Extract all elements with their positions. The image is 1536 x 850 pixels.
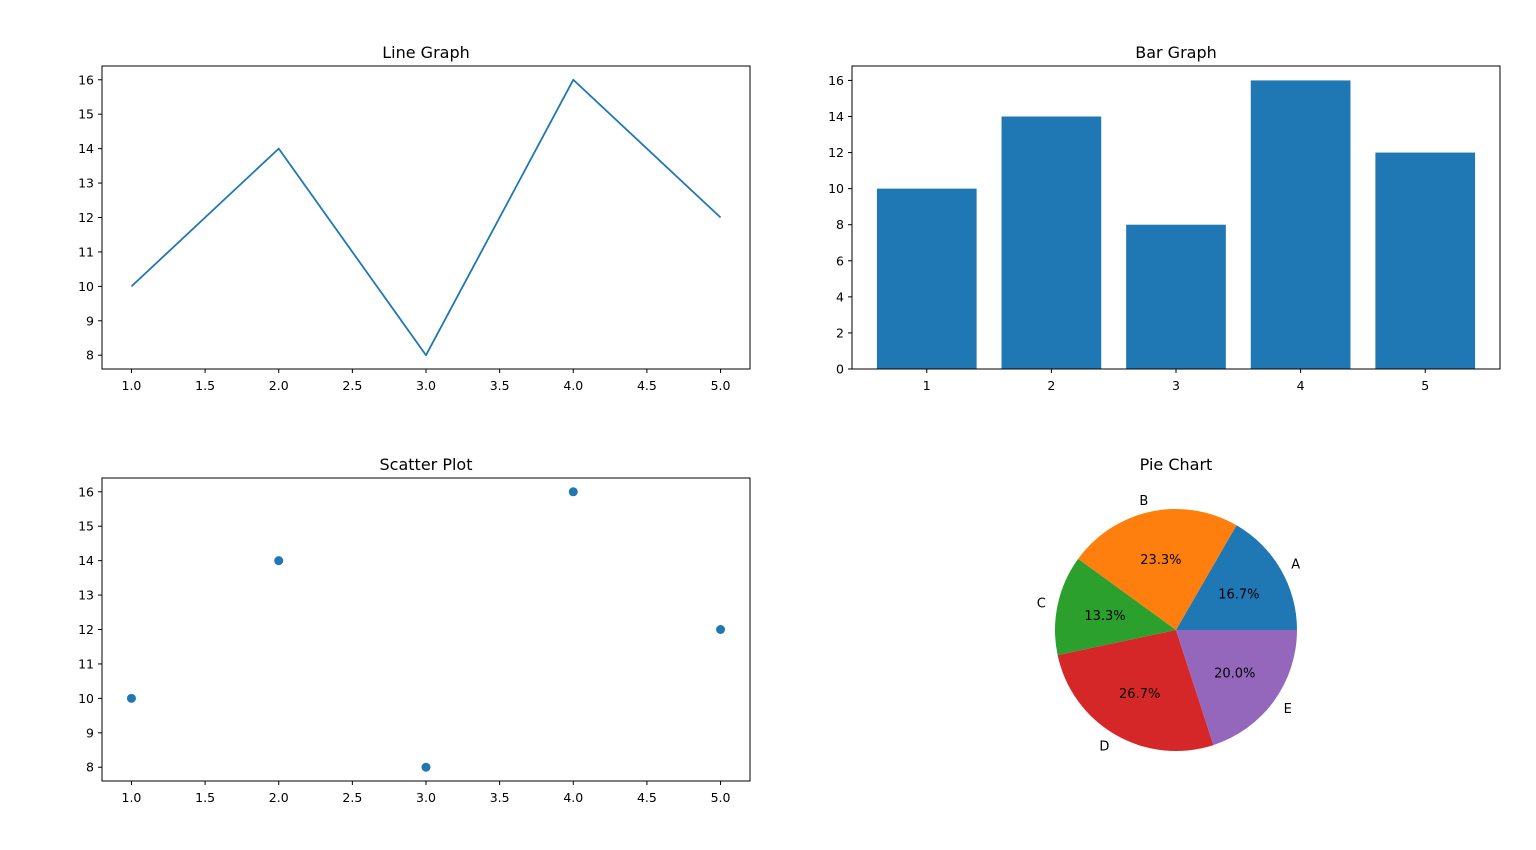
bar-graph-ytick-label: 0: [836, 362, 844, 377]
pie-chart-body: A 16.7% B 23.3% C 13.3% D 26.7% E 20.0%: [1037, 494, 1301, 754]
line-graph-ytick-label: 16: [78, 72, 94, 87]
line-graph-ytick-label: 15: [78, 107, 94, 122]
scatter-plot-ytick-label: 13: [78, 588, 94, 603]
pie-slice-a: [1176, 525, 1297, 630]
pie-slice-d: [1057, 630, 1214, 751]
scatter-plot-xtick-label: 5.0: [711, 790, 731, 805]
line-graph-ytick-label: 10: [78, 279, 94, 294]
bar-graph-bar: [1375, 152, 1476, 369]
bar-graph-xtick-label: 4: [1297, 378, 1305, 393]
scatter-plot-xtick-label: 3.0: [416, 790, 436, 805]
scatter-plot-xtick-label: 1.5: [195, 790, 215, 805]
scatter-plot-ytick-label: 11: [78, 656, 94, 671]
bar-graph-title: Bar Graph: [1135, 43, 1217, 62]
scatter-plot-point: [716, 625, 726, 634]
bar-graph-ytick-label: 12: [828, 145, 844, 160]
pie-label: E: [1284, 702, 1292, 717]
line-graph-axes: 1.0 1.5 2.0 2.5 3.0 3.5 4.0 4.5 5.0 8 9 10 11 12 13 14 1…: [78, 65, 751, 393]
scatter-plot-frame: [101, 477, 751, 782]
line-graph-xtick-label: 2.0: [269, 378, 289, 393]
pie-label: A: [1291, 557, 1300, 572]
scatter-plot-point: [421, 762, 431, 772]
line-graph-ytick-label: 11: [78, 244, 94, 259]
scatter-plot-xtick-label: 2.5: [342, 790, 362, 805]
pie-label: B: [1139, 494, 1148, 509]
line-graph-xtick-label: 5.0: [711, 378, 731, 393]
pie-slice-e: [1176, 630, 1297, 746]
line-graph-xtick-label: 1.0: [122, 378, 142, 393]
pie-label: C: [1037, 596, 1046, 611]
bar-graph-bar: [1001, 116, 1102, 369]
pie-percentage-label: 16.7%: [1218, 588, 1259, 603]
scatter-plot-ytick-label: 8: [86, 760, 94, 775]
pie-label: D: [1099, 739, 1109, 754]
scatter-plot-xtick-label: 2.0: [269, 790, 289, 805]
line-graph-ytick-label: 9: [86, 313, 94, 328]
bar-graph-ytick-label: 14: [828, 109, 844, 124]
scatter-plot-ytick-label: 12: [78, 622, 94, 637]
bar-graph-xtick-label: 1: [923, 378, 931, 393]
scatter-plot-ytick-label: 14: [78, 553, 94, 568]
line-graph-ytick-label: 8: [86, 348, 94, 363]
scatter-plot-axes: 1.0 1.5 2.0 2.5 3.0 3.5 4.0 4.5 5.0 8 9 10 11 12 13 14 1…: [78, 477, 751, 805]
line-graph-xtick-label: 4.0: [563, 378, 583, 393]
line-graph-ytick-label: 12: [78, 210, 94, 225]
scatter-plot-xtick-label: 3.5: [490, 790, 510, 805]
scatter-plot-ytick-label: 10: [78, 691, 94, 706]
line-graph-xtick-label: 4.5: [637, 378, 657, 393]
bar-graph-ytick-label: 4: [836, 289, 844, 304]
scatter-plot-point: [126, 693, 136, 703]
bar-graph-bar: [1250, 80, 1351, 369]
pie-chart-panel: Pie Chart A 16.7% B 23.3% C 13.3% D 26.7% E 20.0%: [1037, 455, 1301, 754]
line-graph-xtick-label: 3.0: [416, 378, 436, 393]
scatter-plot-xtick-label: 4.5: [637, 790, 657, 805]
bar-graph-xtick-label: 5: [1421, 378, 1429, 393]
bar-graph-xtick-label: 2: [1047, 378, 1055, 393]
scatter-plot-ytick-label: 9: [86, 725, 94, 740]
scatter-plot-point: [274, 556, 284, 566]
bar-graph-bar: [1126, 224, 1226, 369]
bar-graph-xtick-label: 3: [1172, 378, 1180, 393]
pie-percentage-label: 26.7%: [1119, 687, 1160, 702]
pie-percentage-label: 20.0%: [1214, 667, 1255, 682]
bar-graph-ytick-label: 2: [836, 325, 844, 340]
line-graph-frame: [101, 65, 751, 370]
bar-graph-ytick-label: 8: [836, 217, 844, 232]
line-graph-series-line: [130, 78, 722, 357]
line-graph-xtick-label: 2.5: [342, 378, 362, 393]
bar-graph-ytick-label: 10: [828, 181, 844, 196]
bar-graph-bar: [876, 188, 977, 369]
scatter-plot-title: Scatter Plot: [380, 455, 473, 474]
bar-graph-ytick-label: 16: [828, 73, 844, 88]
line-graph-ytick-label: 13: [78, 176, 94, 191]
scatter-plot-ytick-label: 15: [78, 519, 94, 534]
pie-slice-b: [1078, 509, 1237, 630]
line-graph-ytick-label: 14: [78, 141, 94, 156]
pie-percentage-label: 13.3%: [1084, 609, 1125, 624]
scatter-plot-ytick-label: 16: [78, 484, 94, 499]
bar-graph-frame: [851, 65, 1501, 370]
scatter-plot-point: [568, 487, 578, 497]
scatter-plot-xtick-label: 1.0: [122, 790, 142, 805]
pie-chart-title: Pie Chart: [1140, 455, 1213, 474]
line-graph-title: Line Graph: [382, 43, 470, 62]
pie-percentage-label: 23.3%: [1140, 553, 1181, 568]
line-graph-xtick-label: 1.5: [195, 378, 215, 393]
scatter-plot-panel: Scatter Plot 1.0 1.5 2.0 2.5 3.0 3.5 4.0 4.5 5.0…: [78, 455, 751, 805]
pie-slice-c: [1055, 558, 1176, 656]
line-graph-xtick-label: 3.5: [490, 378, 510, 393]
line-graph-panel: Line Graph 1.0 1.5 2.0 2.5 3.0 3.5 4.0 4.5 5.0 8 9…: [78, 43, 751, 393]
bar-graph-ytick-label: 6: [836, 253, 844, 268]
scatter-plot-xtick-label: 4.0: [563, 790, 583, 805]
